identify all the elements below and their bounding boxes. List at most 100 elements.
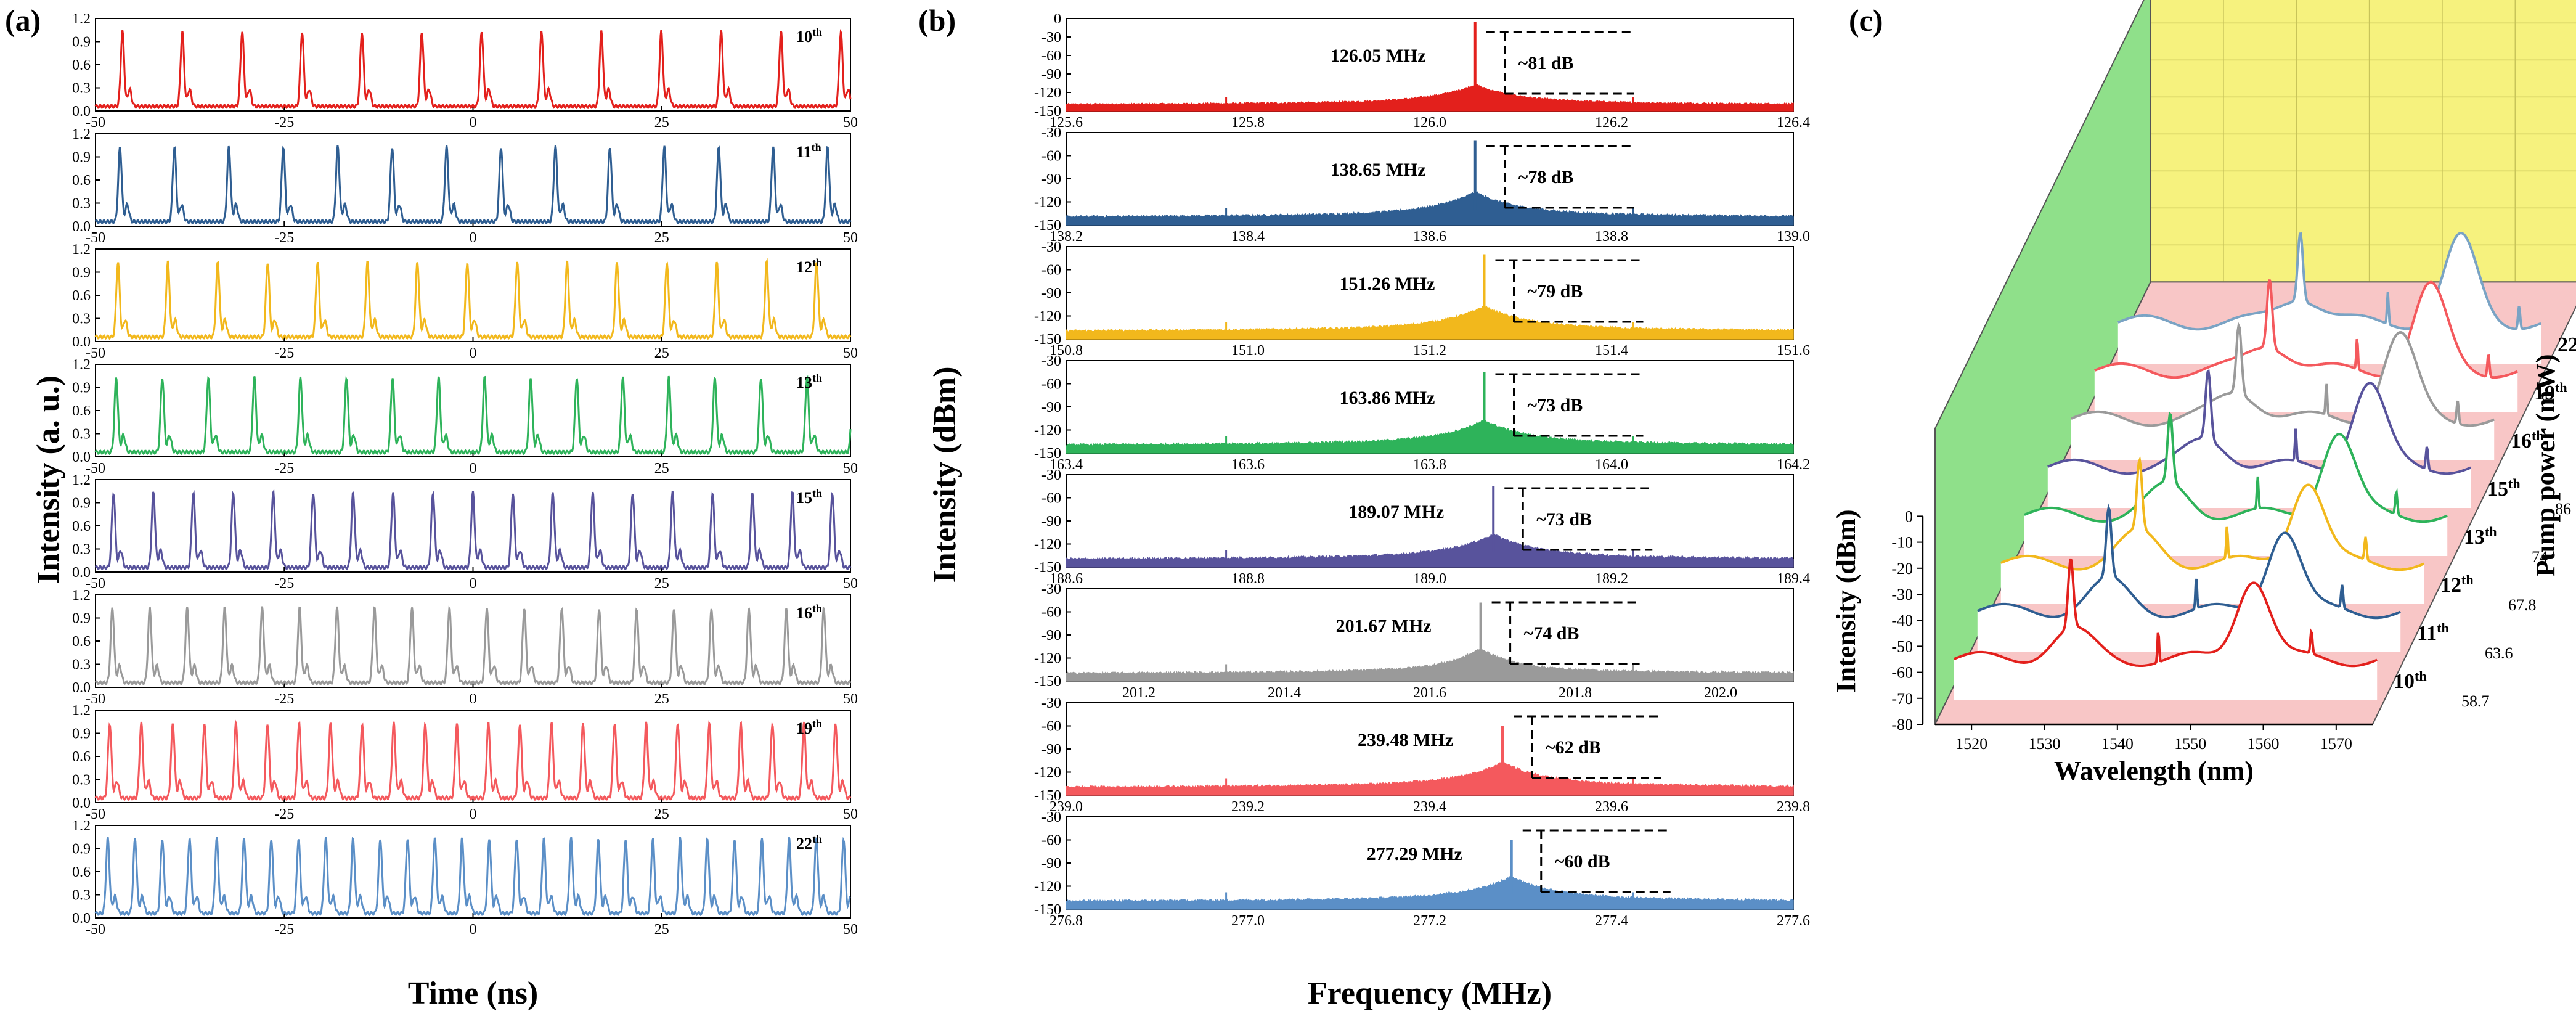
y-tick-label: -120 xyxy=(1034,879,1061,895)
x-tick-label: 125.8 xyxy=(1231,115,1265,131)
x-tick-label: 25 xyxy=(654,115,669,131)
y-tick-label: 0.9 xyxy=(72,726,91,742)
y-tick-label: 0.6 xyxy=(72,288,91,304)
x-tick-label: 25 xyxy=(654,691,669,707)
rf-spectrum-10th xyxy=(1066,83,1794,112)
pump-tick-11th: 63.6 xyxy=(2485,644,2513,662)
x-tick-label: 151.6 xyxy=(1777,343,1810,359)
plot-frame xyxy=(95,594,851,688)
panel-label-b: (b) xyxy=(918,3,956,38)
x-tick-label: -25 xyxy=(274,460,294,477)
x-tick-label: 0 xyxy=(470,806,477,822)
y-tick-label: -150 xyxy=(1034,332,1061,348)
x-tick-label: 164.0 xyxy=(1595,457,1628,473)
harmonic-label-22nd: 22th xyxy=(796,833,822,853)
freq-label-11th: 138.65 MHz xyxy=(1331,160,1426,180)
panel-c-zlabel: Pump power (mW) xyxy=(2530,354,2561,577)
x-tick-label: 163.8 xyxy=(1413,457,1446,473)
y-tick-label: 0.0 xyxy=(72,911,91,927)
y-tick-label: -120 xyxy=(1034,651,1061,667)
y-tick-label: 0.3 xyxy=(72,427,91,443)
y-tick-label: -120 xyxy=(1034,423,1061,439)
x-tick-label: -50 xyxy=(86,460,105,477)
y-tick-label: -60 xyxy=(1891,664,1913,682)
c-harmonic-label-19th: 19th xyxy=(2534,380,2567,405)
panel-a-subplot: 0.0 0.3 0.6 0.9 1.2 -50 -25 0 25 50 19th xyxy=(72,703,858,822)
x-tick-label: 50 xyxy=(843,576,858,592)
y-tick-label: 0.9 xyxy=(72,265,91,281)
panel-label-a: (a) xyxy=(5,3,41,38)
c-harmonic-label-15th: 15th xyxy=(2487,476,2521,501)
x-tick-label: -50 xyxy=(86,230,105,246)
optical-trace-10th xyxy=(1954,558,2378,668)
snr-label-12th: ~79 dB xyxy=(1528,281,1583,301)
x-tick-label: 25 xyxy=(654,806,669,822)
panel-b: Intensity (dBm) Frequency (MHz) 0 -30 -60 -90… xyxy=(927,11,1810,1011)
y-tick-label: -30 xyxy=(1041,30,1061,46)
trace-fill xyxy=(2047,371,2471,508)
panel-a-subplot: 0.0 0.3 0.6 0.9 1.2 -50 -25 0 25 50 11th xyxy=(72,126,858,246)
y-tick-label: 0.3 xyxy=(72,888,91,904)
rf-spectrum-19th xyxy=(1066,761,1794,796)
y-tick-label: -60 xyxy=(1041,48,1061,64)
y-tick-label: 0.0 xyxy=(72,449,91,465)
x-tick-label: -50 xyxy=(86,576,105,592)
y-tick-label: -60 xyxy=(1041,833,1061,849)
x-tick-label: 0 xyxy=(470,115,477,131)
x-tick-label: 50 xyxy=(843,115,858,131)
freq-label-15th: 189.07 MHz xyxy=(1348,502,1444,522)
x-tick-label: -50 xyxy=(86,345,105,361)
y-tick-label: 0.0 xyxy=(72,565,91,581)
freq-label-16th: 201.67 MHz xyxy=(1336,616,1432,636)
snr-label-10th: ~81 dB xyxy=(1518,53,1574,73)
y-tick-label: 0.3 xyxy=(72,657,91,673)
y-tick-label: -150 xyxy=(1034,446,1061,462)
y-tick-label: 0.6 xyxy=(72,634,91,650)
x-tick-label: -50 xyxy=(86,806,105,822)
pump-tick-13th: 74 xyxy=(2532,548,2548,566)
y-tick-label: 1.2 xyxy=(72,587,91,604)
y-tick-label: -90 xyxy=(1041,742,1061,758)
panel-a-subplot: 0.0 0.3 0.6 0.9 1.2 -50 -25 0 25 50 12th xyxy=(72,242,858,361)
panel-c-ylabel: Intensity (dBm) xyxy=(1831,509,1861,692)
harmonic-label-13th: 13th xyxy=(796,372,822,391)
y-tick-label: -60 xyxy=(1041,605,1061,621)
plot-frame xyxy=(95,133,851,227)
x-tick-label: 0 xyxy=(470,230,477,246)
pulse-trace-22nd xyxy=(94,836,851,917)
x-tick-label: 150.8 xyxy=(1050,343,1083,359)
snr-label-16th: ~74 dB xyxy=(1524,623,1579,644)
x-tick-label: 138.4 xyxy=(1231,229,1265,245)
freq-label-19th: 239.48 MHz xyxy=(1358,730,1453,750)
snr-label-11th: ~78 dB xyxy=(1518,167,1574,187)
pulse-trace-15th xyxy=(94,489,852,571)
harmonic-label-16th: 16th xyxy=(796,602,822,622)
x-tick-label: 239.4 xyxy=(1413,799,1446,815)
y-tick-label: -120 xyxy=(1034,309,1061,325)
x-tick-label: 0 xyxy=(470,460,477,477)
pulse-trace-19th xyxy=(94,719,852,801)
x-tick-label: 201.2 xyxy=(1122,685,1156,701)
x-tick-label: 276.8 xyxy=(1050,913,1083,929)
y-tick-label: -90 xyxy=(1041,67,1061,83)
y-tick-label: -90 xyxy=(1041,171,1061,187)
y-tick-label: 0.9 xyxy=(72,496,91,512)
y-tick-label: 0 xyxy=(1905,507,1913,525)
x-tick-label: 164.2 xyxy=(1777,457,1810,473)
x-tick-label: 50 xyxy=(843,806,858,822)
x-tick-label: -25 xyxy=(274,922,294,938)
x-tick-label: 50 xyxy=(843,691,858,707)
x-tick-label: 50 xyxy=(843,922,858,938)
panel-a-subplot: 0.0 0.3 0.6 0.9 1.2 -50 -25 0 25 50 16th xyxy=(72,587,858,707)
x-tick-label: 277.2 xyxy=(1413,913,1446,929)
x-tick-label: -25 xyxy=(274,691,294,707)
y-tick-label: 0.6 xyxy=(72,403,91,419)
x-tick-label: 201.8 xyxy=(1559,685,1592,701)
trace-fill xyxy=(2024,414,2448,556)
y-tick-label: 0.6 xyxy=(72,518,91,534)
